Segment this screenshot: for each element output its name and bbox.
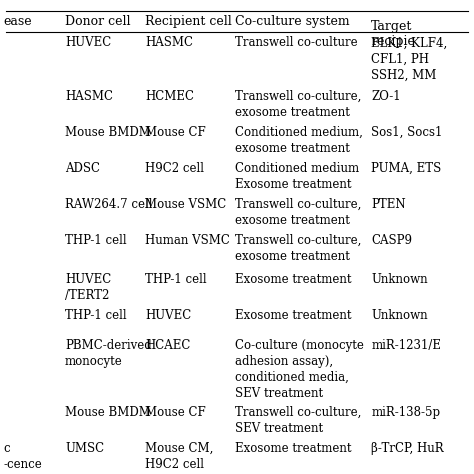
Text: CASP9: CASP9: [371, 234, 412, 246]
Text: miR-1231/E: miR-1231/E: [371, 339, 441, 352]
Text: Mouse BMDM: Mouse BMDM: [65, 406, 151, 419]
Text: RAW264.7 cell: RAW264.7 cell: [65, 198, 153, 210]
Text: Human VSMC: Human VSMC: [145, 234, 230, 246]
Text: ZO-1: ZO-1: [371, 90, 401, 102]
Text: UMSC: UMSC: [65, 442, 104, 455]
Text: Mouse BMDM: Mouse BMDM: [65, 126, 151, 138]
Text: Mouse CF: Mouse CF: [145, 406, 206, 419]
Text: c
-cence: c -cence: [4, 442, 43, 471]
Text: ease: ease: [4, 15, 32, 28]
Text: Conditioned medium
Exosome treatment: Conditioned medium Exosome treatment: [235, 162, 359, 191]
Text: β-TrCP, HuR: β-TrCP, HuR: [371, 442, 444, 455]
Text: Sos1, Socs1: Sos1, Socs1: [371, 126, 443, 138]
Text: Exosome treatment: Exosome treatment: [235, 442, 351, 455]
Text: Unknown: Unknown: [371, 310, 428, 322]
Text: Mouse CM,
H9C2 cell: Mouse CM, H9C2 cell: [145, 442, 213, 471]
Text: ADSC: ADSC: [65, 162, 100, 174]
Text: THP-1 cell: THP-1 cell: [65, 234, 127, 246]
Text: HCAEC: HCAEC: [145, 339, 191, 352]
Text: PUMA, ETS: PUMA, ETS: [371, 162, 442, 174]
Text: Transwell co-culture,
exosome treatment: Transwell co-culture, exosome treatment: [235, 234, 361, 263]
Text: Co-culture (monocyte
adhesion assay),
conditioned media,
SEV treatment: Co-culture (monocyte adhesion assay), co…: [235, 339, 364, 400]
Text: Conditioned medium,
exosome treatment: Conditioned medium, exosome treatment: [235, 126, 363, 155]
Text: THP-1 cell: THP-1 cell: [65, 310, 127, 322]
Text: Transwell co-culture,
exosome treatment: Transwell co-culture, exosome treatment: [235, 90, 361, 118]
Text: Exosome treatment: Exosome treatment: [235, 273, 351, 286]
Text: Transwell co-culture,
SEV treatment: Transwell co-culture, SEV treatment: [235, 406, 361, 435]
Text: Co-culture system: Co-culture system: [235, 15, 349, 28]
Text: PBMC-derived
monocyte: PBMC-derived monocyte: [65, 339, 152, 368]
Text: HUVEC: HUVEC: [145, 310, 191, 322]
Text: Donor cell: Donor cell: [65, 15, 130, 28]
Text: miR-138-5p: miR-138-5p: [371, 406, 440, 419]
Text: HUVEC
/TERT2: HUVEC /TERT2: [65, 273, 111, 302]
Text: HCMEC: HCMEC: [145, 90, 194, 102]
Text: Unknown: Unknown: [371, 273, 428, 286]
Text: THP-1 cell: THP-1 cell: [145, 273, 207, 286]
Text: HASMC: HASMC: [65, 90, 113, 102]
Text: PTEN: PTEN: [371, 198, 406, 210]
Text: HASMC: HASMC: [145, 36, 193, 49]
Text: ELK1, KLF4,
CFL1, PH
SSH2, MM: ELK1, KLF4, CFL1, PH SSH2, MM: [371, 36, 447, 82]
Text: Target
recipie: Target recipie: [371, 20, 415, 48]
Text: Mouse CF: Mouse CF: [145, 126, 206, 138]
Text: HUVEC: HUVEC: [65, 36, 111, 49]
Text: Transwell co-culture,
exosome treatment: Transwell co-culture, exosome treatment: [235, 198, 361, 227]
Text: Recipient cell: Recipient cell: [145, 15, 232, 28]
Text: H9C2 cell: H9C2 cell: [145, 162, 204, 174]
Text: Exosome treatment: Exosome treatment: [235, 310, 351, 322]
Text: Mouse VSMC: Mouse VSMC: [145, 198, 227, 210]
Text: Transwell co-culture: Transwell co-culture: [235, 36, 357, 49]
